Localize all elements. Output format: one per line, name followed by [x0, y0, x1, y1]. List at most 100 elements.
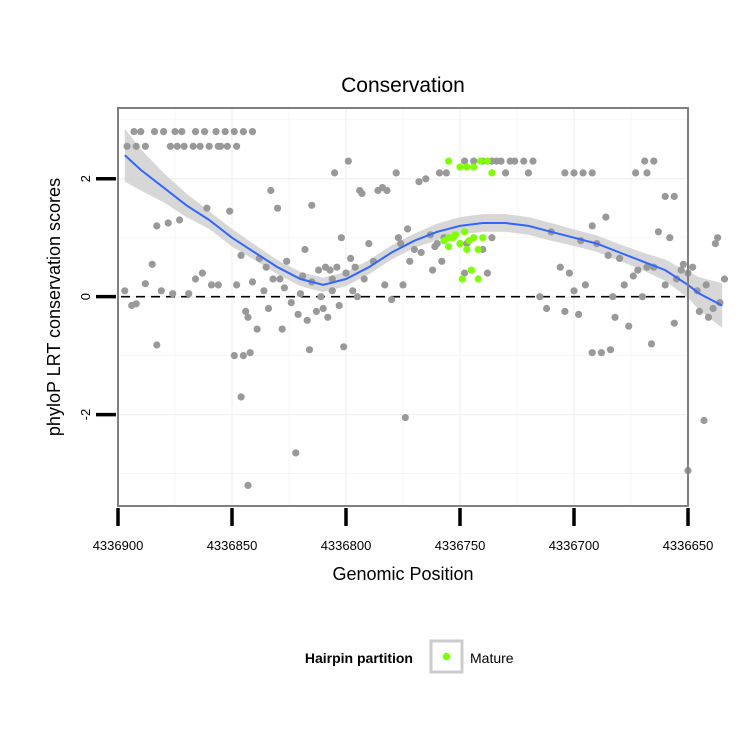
- point-other-15: [248, 128, 257, 136]
- point-other-102: [399, 281, 407, 289]
- point-other-21: [180, 142, 188, 150]
- point-other-192: [506, 157, 514, 165]
- point-other-104: [404, 225, 412, 233]
- point-other-56: [274, 204, 282, 212]
- point-other-25: [214, 142, 222, 150]
- point-other-13: [230, 128, 238, 136]
- x-tick-label-4: 4336700: [549, 538, 600, 553]
- point-mature-3: [470, 163, 478, 171]
- point-other-134: [565, 269, 574, 277]
- point-other-38: [207, 281, 216, 289]
- point-other-73: [319, 304, 327, 313]
- point-other-24: [205, 142, 213, 150]
- point-other-128: [529, 157, 537, 165]
- y-axis: -2 0 2: [78, 175, 116, 420]
- point-other-85: [347, 254, 355, 262]
- point-other-92: [365, 240, 373, 248]
- plot-frame: [117, 107, 689, 507]
- point-other-44: [239, 352, 247, 360]
- point-other-133: [561, 307, 569, 315]
- point-other-98: [388, 296, 396, 304]
- point-other-195: [230, 352, 238, 360]
- point-mature-10: [461, 228, 469, 236]
- point-other-138: [581, 281, 590, 289]
- point-mature-20: [449, 234, 457, 242]
- point-mature-6: [488, 169, 496, 177]
- point-other-99: [392, 169, 400, 177]
- point-other-48: [248, 278, 257, 286]
- point-other-17: [223, 142, 231, 150]
- point-other-193: [524, 169, 533, 177]
- point-other-171: [714, 234, 722, 242]
- y-tick-label-0: -2: [78, 409, 93, 421]
- point-other-191: [497, 157, 505, 165]
- point-mature-4: [476, 157, 485, 165]
- x-axis: 4336900 4336850 4336800 4336750 4336700 43366…: [93, 508, 713, 553]
- point-other-80: [335, 301, 343, 310]
- point-other-60: [283, 257, 291, 265]
- point-other-117: [442, 169, 450, 177]
- point-mature-15: [445, 243, 453, 251]
- y-axis-label: phyloP LRT conservation scores: [44, 178, 64, 436]
- point-other-157: [666, 234, 674, 242]
- x-tick-label-3: 4336750: [435, 538, 486, 553]
- point-other-167: [702, 281, 710, 289]
- point-other-91: [360, 275, 368, 283]
- point-other-49: [253, 325, 261, 333]
- point-other-200: [328, 275, 336, 283]
- chart-title: Conservation: [341, 74, 465, 97]
- point-other-62: [292, 449, 300, 457]
- point-other-147: [620, 281, 628, 289]
- point-other-61: [287, 299, 295, 307]
- point-mature-16: [467, 266, 475, 274]
- point-other-111: [429, 266, 437, 274]
- point-other-158: [670, 319, 678, 327]
- y-tick-label-2: 2: [78, 175, 93, 182]
- point-other-100: [394, 234, 402, 242]
- point-other-198: [121, 287, 129, 295]
- point-mature-13: [474, 245, 482, 254]
- point-other-65: [299, 272, 307, 280]
- point-other-79: [333, 263, 341, 271]
- point-other-81: [337, 234, 345, 242]
- point-other-52: [262, 263, 270, 271]
- point-other-3: [130, 128, 138, 136]
- point-other-107: [415, 178, 423, 186]
- point-mature-5: [483, 157, 491, 165]
- x-tick-label-2: 4336800: [321, 538, 372, 553]
- point-mature-14: [479, 234, 487, 242]
- point-other-37: [203, 204, 211, 212]
- point-other-105: [406, 257, 414, 265]
- point-other-90: [358, 189, 366, 198]
- point-mature-18: [458, 275, 466, 283]
- point-other-32: [164, 219, 172, 227]
- point-other-0: [123, 142, 131, 150]
- point-other-54: [267, 186, 275, 195]
- point-other-160: [677, 266, 685, 274]
- point-other-20: [173, 142, 181, 150]
- point-other-14: [239, 128, 247, 136]
- point-other-1: [132, 142, 140, 150]
- smooth-line: [124, 154, 723, 307]
- point-other-68: [305, 346, 314, 354]
- point-other-30: [153, 341, 161, 349]
- point-other-132: [556, 263, 564, 271]
- point-other-9: [191, 128, 200, 136]
- point-other-185: [650, 157, 658, 165]
- legend: Hairpin partition Mature: [305, 639, 514, 674]
- point-other-63: [294, 310, 302, 318]
- point-other-142: [602, 213, 610, 221]
- point-other-165: [695, 307, 704, 315]
- point-other-170: [711, 240, 720, 248]
- point-other-166: [700, 416, 708, 425]
- point-mature-2: [463, 163, 471, 171]
- point-other-97: [383, 186, 391, 195]
- point-other-187: [461, 157, 469, 165]
- point-other-139: [588, 222, 596, 230]
- point-other-83: [342, 269, 350, 277]
- point-other-180: [632, 169, 640, 177]
- point-other-84: [344, 157, 352, 165]
- point-other-182: [561, 169, 569, 177]
- point-other-87: [351, 263, 359, 271]
